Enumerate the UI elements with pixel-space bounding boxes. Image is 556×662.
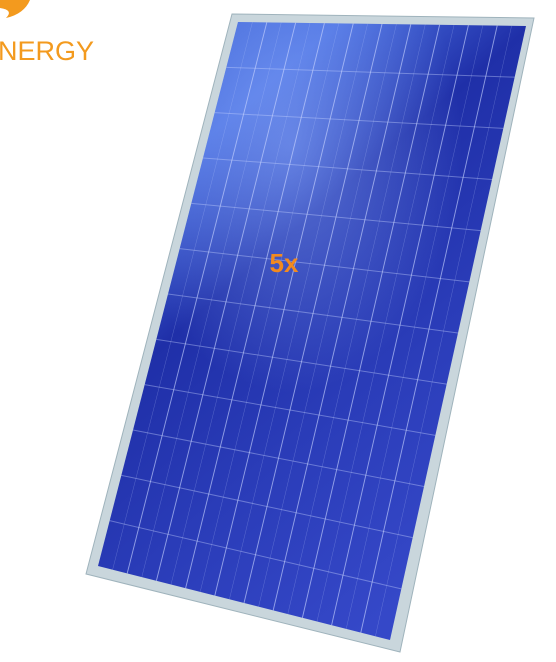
cell-line bbox=[185, 23, 325, 589]
cell-line bbox=[316, 24, 455, 622]
cell-line bbox=[331, 25, 469, 626]
cell-line bbox=[126, 22, 268, 574]
cell-grid bbox=[109, 22, 515, 637]
cell-line bbox=[199, 23, 340, 592]
logo: NERGY bbox=[0, 0, 94, 66]
cell-line bbox=[156, 22, 296, 581]
cell-line bbox=[156, 338, 447, 385]
cell-line bbox=[287, 24, 426, 615]
cell-line bbox=[185, 23, 325, 589]
cell-line bbox=[360, 25, 498, 633]
cell-line bbox=[170, 22, 311, 585]
cell-line bbox=[126, 22, 268, 574]
cell-line bbox=[301, 24, 441, 618]
cell-line bbox=[229, 23, 368, 600]
cell-line bbox=[132, 429, 425, 487]
cell-line bbox=[331, 25, 469, 626]
cell-line bbox=[243, 23, 383, 604]
cell-line bbox=[179, 248, 470, 283]
cell-line bbox=[226, 66, 515, 78]
cell-line bbox=[144, 384, 436, 436]
label: 5x bbox=[270, 248, 299, 278]
cell-line bbox=[121, 474, 413, 539]
cell-line bbox=[258, 24, 397, 607]
cell-line bbox=[272, 24, 412, 611]
cell-line bbox=[243, 23, 383, 604]
cell-line bbox=[375, 25, 512, 637]
cell-line bbox=[214, 23, 354, 596]
cell-line bbox=[191, 202, 481, 232]
cell-line bbox=[109, 520, 402, 590]
cell-line bbox=[214, 23, 354, 596]
cell-line bbox=[112, 22, 253, 570]
cell-line bbox=[167, 293, 459, 334]
cell-line bbox=[214, 112, 504, 129]
panel-glare bbox=[98, 22, 526, 640]
cell-line bbox=[202, 157, 493, 180]
cell-line bbox=[155, 22, 297, 581]
cell-line bbox=[302, 24, 440, 618]
cell-line bbox=[141, 22, 282, 578]
cell-line bbox=[345, 25, 484, 629]
cell-line bbox=[272, 24, 412, 611]
logo-text: NERGY bbox=[0, 36, 94, 66]
cell-line bbox=[360, 25, 498, 633]
logo-swoosh bbox=[0, 0, 30, 18]
